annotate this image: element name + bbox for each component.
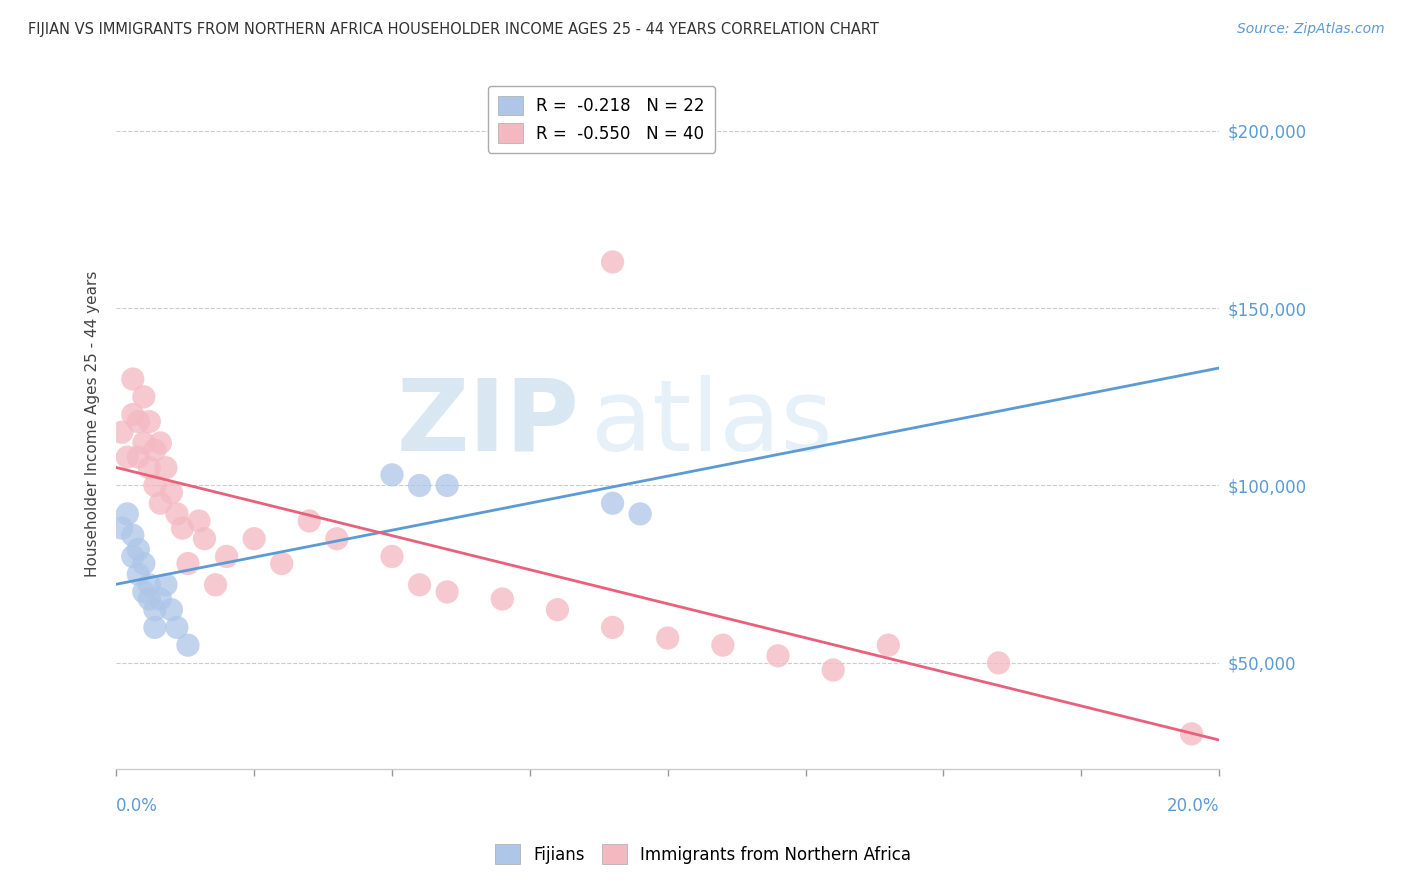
Point (155, 460, 177, 475)
Legend: R =  -0.218   N = 22, R =  -0.550   N = 40: R = -0.218 N = 22, R = -0.550 N = 40 (488, 86, 716, 153)
Point (326, 532, 349, 546)
Point (436, 478, 458, 492)
Point (546, 602, 568, 616)
Point (143, 442, 166, 457)
Point (215, 549, 238, 564)
Point (138, 415, 160, 429)
Point (166, 507, 188, 521)
Point (121, 549, 143, 564)
Point (193, 532, 215, 546)
Point (132, 436, 155, 450)
Point (408, 578, 430, 592)
Text: ZIP: ZIP (396, 375, 579, 472)
Point (132, 585, 155, 599)
Point (1181, 727, 1204, 741)
Point (177, 638, 200, 652)
Text: 0.0%: 0.0% (117, 797, 157, 815)
Point (657, 631, 679, 645)
Point (298, 514, 321, 528)
Point (436, 585, 458, 599)
Point (138, 460, 160, 475)
Point (628, 507, 651, 521)
Point (143, 478, 166, 492)
Point (117, 450, 139, 464)
Y-axis label: Householder Income Ages 25 - 44 years: Householder Income Ages 25 - 44 years (86, 270, 100, 576)
Point (111, 425, 134, 440)
Point (877, 638, 900, 652)
Point (204, 578, 226, 592)
Point (408, 478, 430, 492)
Point (127, 542, 149, 557)
Point (172, 521, 194, 535)
Point (766, 648, 789, 663)
Point (127, 450, 149, 464)
Point (160, 602, 183, 616)
Text: FIJIAN VS IMMIGRANTS FROM NORTHERN AFRICA HOUSEHOLDER INCOME AGES 25 - 44 YEARS : FIJIAN VS IMMIGRANTS FROM NORTHERN AFRIC… (28, 22, 879, 37)
Point (121, 408, 143, 422)
Point (177, 557, 200, 571)
Point (381, 467, 404, 482)
Point (381, 549, 404, 564)
Point (149, 496, 172, 510)
Point (602, 255, 624, 269)
Point (270, 557, 292, 571)
Point (823, 663, 845, 677)
Text: 20.0%: 20.0% (1167, 797, 1219, 815)
Point (188, 514, 211, 528)
Point (166, 620, 188, 634)
Point (117, 507, 139, 521)
Point (987, 656, 1010, 670)
Point (143, 620, 166, 634)
Point (243, 532, 266, 546)
Point (127, 415, 149, 429)
Point (491, 592, 513, 607)
Point (602, 496, 624, 510)
Point (121, 372, 143, 386)
Point (602, 620, 624, 634)
Point (149, 436, 172, 450)
Point (155, 578, 177, 592)
Legend: Fijians, Immigrants from Northern Africa: Fijians, Immigrants from Northern Africa (488, 838, 918, 871)
Point (711, 638, 734, 652)
Point (132, 557, 155, 571)
Point (132, 390, 155, 404)
Point (138, 578, 160, 592)
Point (143, 602, 166, 616)
Point (138, 592, 160, 607)
Point (160, 485, 183, 500)
Point (149, 592, 172, 607)
Text: Source: ZipAtlas.com: Source: ZipAtlas.com (1237, 22, 1385, 37)
Point (121, 528, 143, 542)
Point (111, 521, 134, 535)
Text: atlas: atlas (591, 375, 832, 472)
Point (127, 567, 149, 582)
